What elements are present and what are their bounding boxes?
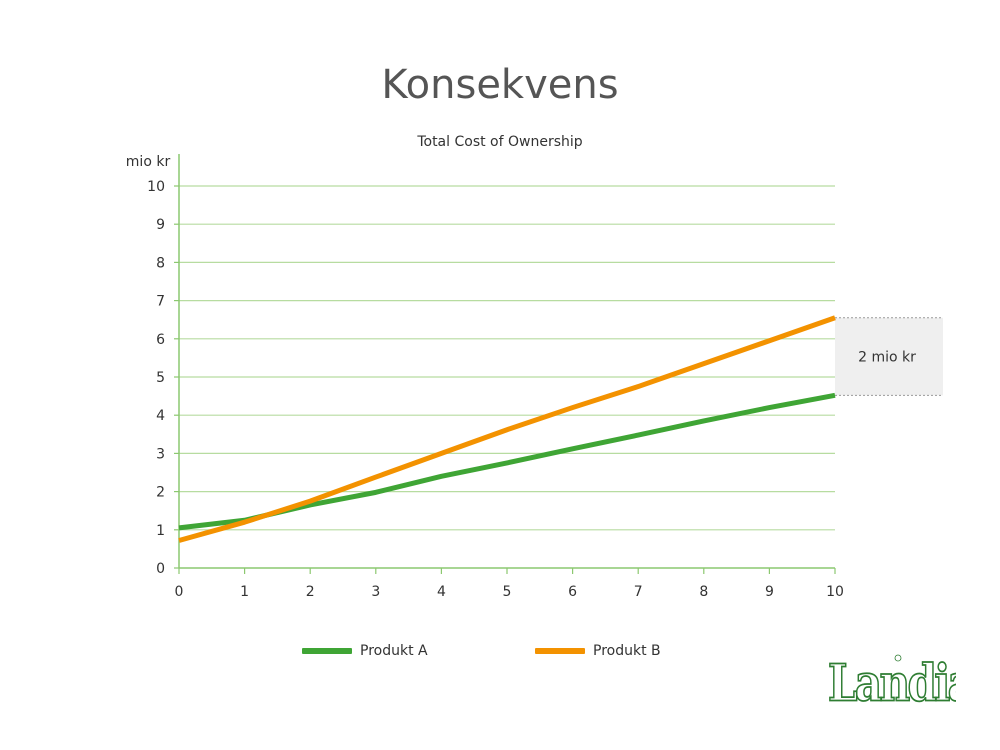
legend-swatch-produkt-b xyxy=(535,648,585,654)
grid-lines xyxy=(179,185,835,531)
x-tick-label-8: 8 xyxy=(699,584,708,600)
y-tick-label-8: 8 xyxy=(156,255,165,271)
y-tick-label-10: 10 xyxy=(147,179,165,195)
legend-label-produkt-a: Produkt A xyxy=(360,643,428,659)
chart-title: Total Cost of Ownership xyxy=(417,134,583,150)
y-tick-label-0: 0 xyxy=(156,561,165,577)
y-tick-label-6: 6 xyxy=(156,332,165,348)
legend-item-produkt-a: Produkt A xyxy=(302,641,428,661)
series-line-produkt-b xyxy=(178,315,836,543)
x-tick-label-6: 6 xyxy=(568,584,577,600)
y-tick-label-2: 2 xyxy=(156,485,165,501)
legend-item-produkt-b: Produkt B xyxy=(535,641,661,661)
y-tick-label-4: 4 xyxy=(156,408,165,424)
axes: 0 1 2 3 4 5 6 7 8 9 10 0 1 2 3 4 5 6 7 8 9 10 xyxy=(147,154,844,600)
y-tick-label-7: 7 xyxy=(156,294,165,310)
x-tick-label-3: 3 xyxy=(371,584,380,600)
x-tick-label-0: 0 xyxy=(175,584,184,600)
difference-callout-label: 2 mio kr xyxy=(858,350,916,366)
x-tick-label-5: 5 xyxy=(503,584,512,600)
difference-callout-box xyxy=(835,317,943,396)
slide-title: Konsekvens xyxy=(381,62,619,108)
y-tick-label-9: 9 xyxy=(156,217,165,233)
x-tick-label-2: 2 xyxy=(306,584,315,600)
y-tick-label-3: 3 xyxy=(156,446,165,462)
x-tick-label-1: 1 xyxy=(240,584,249,600)
y-tick-label-1: 1 xyxy=(156,523,165,539)
legend-swatch-produkt-a xyxy=(302,648,352,654)
legend-label-produkt-b: Produkt B xyxy=(593,643,661,659)
x-tick-label-7: 7 xyxy=(634,584,643,600)
y-tick-label-5: 5 xyxy=(156,370,165,386)
series-lines xyxy=(178,315,836,543)
landia-logo: Landia xyxy=(827,652,956,704)
x-tick-label-9: 9 xyxy=(765,584,774,600)
logo-wordmark: Landia xyxy=(828,653,956,704)
x-tick-label-10: 10 xyxy=(826,584,844,600)
x-tick-label-4: 4 xyxy=(437,584,446,600)
y-axis-label: mio kr xyxy=(126,154,171,170)
